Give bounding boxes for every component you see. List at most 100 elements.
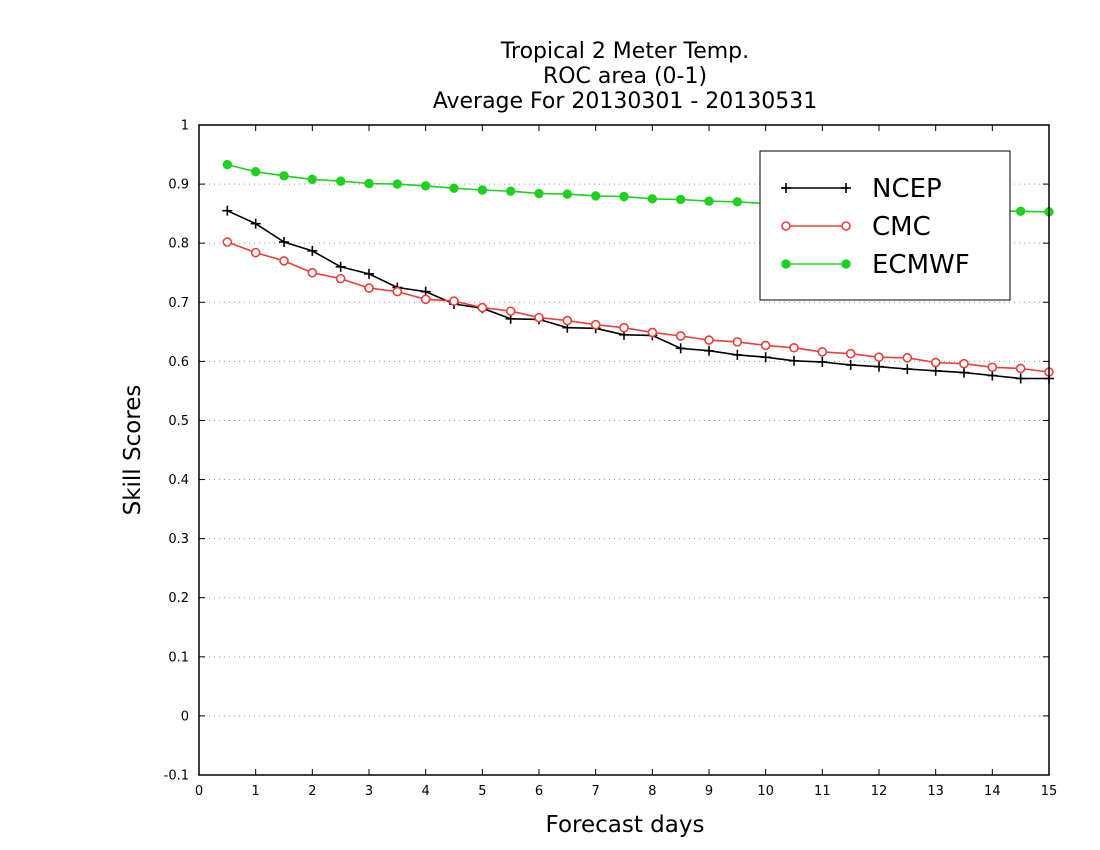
data-point-cmc (420, 294, 431, 305)
data-point-ecmwf (449, 183, 459, 193)
x-tick-label: 1 (252, 784, 260, 799)
legend-marker-ecmwf (781, 259, 791, 269)
data-point-ecmwf (619, 191, 629, 202)
data-point-ecmwf (477, 185, 488, 195)
data-point-ecmwf (647, 194, 658, 204)
legend-marker-cmc (781, 221, 791, 231)
data-point-cmc (392, 286, 403, 297)
chart-title-line-2: ROC area (0-1) (543, 64, 707, 89)
x-tick-label: 2 (308, 784, 316, 799)
legend-marker-ecmwf (841, 259, 851, 269)
data-point-cmc (477, 302, 488, 313)
data-point-ecmwf (364, 178, 374, 189)
x-tick-label: 14 (984, 784, 1001, 799)
data-point-ncep (1015, 373, 1026, 384)
data-point-ecmwf (392, 179, 403, 189)
chart-title-line-3: Average For 20130301 - 20130531 (433, 89, 818, 114)
data-point-cmc (335, 273, 346, 284)
data-point-cmc (902, 353, 913, 363)
x-tick-label: 10 (757, 784, 774, 799)
x-tick-label: 6 (535, 784, 543, 799)
data-point-ncep (732, 349, 743, 360)
data-point-cmc (307, 267, 318, 278)
data-point-ncep (987, 370, 998, 381)
data-point-ecmwf (732, 197, 743, 207)
y-tick-label: 0 (181, 709, 189, 724)
legend-label-ecmwf: ECMWF (872, 250, 970, 280)
y-tick-label: 1 (181, 119, 189, 134)
data-point-cmc (590, 319, 601, 330)
data-point-cmc (789, 342, 799, 353)
data-point-cmc (534, 312, 544, 323)
x-tick-label: 4 (422, 784, 430, 799)
data-point-ecmwf (420, 181, 431, 191)
data-point-ecmwf (590, 191, 601, 201)
y-tick-label: 0.6 (168, 355, 189, 370)
y-tick-label: 0.7 (168, 296, 189, 311)
legend-item-ecmwf: ECMWF (781, 250, 970, 280)
data-point-ecmwf (222, 159, 233, 170)
data-point-cmc (817, 347, 828, 357)
x-tick-label: 11 (814, 784, 831, 799)
data-point-cmc (675, 331, 686, 341)
data-point-ncep (364, 268, 374, 279)
data-point-cmc (647, 327, 658, 338)
data-point-cmc (250, 247, 261, 258)
legend-item-cmc: CMC (781, 212, 931, 242)
data-point-cmc (987, 362, 998, 373)
legend: NCEP CMC ECMWF (759, 150, 1011, 301)
x-axis-label: Forecast days (546, 812, 705, 838)
data-point-cmc (930, 357, 941, 368)
x-tick-label: 15 (1041, 784, 1058, 799)
x-tick-label: 13 (927, 784, 944, 799)
data-point-ecmwf (562, 189, 573, 199)
data-point-ecmwf (534, 188, 544, 199)
x-tick-label: 8 (648, 784, 656, 799)
y-tick-label: 0.9 (168, 178, 189, 193)
series-cmc (222, 237, 1054, 377)
y-tick-label: -0.1 (164, 769, 189, 784)
data-point-ncep (959, 367, 969, 378)
x-tick-label: 9 (705, 784, 713, 799)
x-tick-label: 0 (195, 784, 203, 799)
x-tick-label: 7 (592, 784, 600, 799)
data-point-cmc (449, 296, 459, 306)
data-point-cmc (760, 340, 771, 351)
legend-label-ncep: NCEP (872, 174, 942, 204)
data-point-cmc (1015, 363, 1026, 374)
data-point-ecmwf (675, 194, 686, 205)
data-point-ncep (307, 245, 318, 256)
data-point-cmc (364, 283, 374, 293)
data-point-ecmwf (279, 171, 289, 181)
data-point-cmc (562, 315, 573, 326)
data-point-ncep (845, 359, 856, 370)
data-point-ecmwf (250, 166, 261, 177)
y-tick-label: 0.3 (168, 532, 189, 547)
data-point-ncep (902, 364, 913, 375)
x-tick-label: 5 (478, 784, 486, 799)
data-point-ncep (874, 361, 884, 372)
legend-marker-cmc (841, 221, 851, 231)
y-axis-label: Skill Scores (120, 385, 146, 516)
y-tick-label: 0.2 (168, 591, 189, 606)
legend-item-ncep: NCEP (781, 174, 942, 204)
data-point-ncep (817, 356, 828, 367)
data-point-ncep (279, 237, 289, 247)
grid-lines (199, 183, 1049, 717)
data-point-ecmwf (1015, 206, 1026, 216)
legend-marker-ncep (781, 183, 791, 193)
y-tick-label: 0.5 (168, 414, 189, 429)
data-point-ncep (760, 352, 771, 363)
data-point-ecmwf (335, 176, 346, 186)
data-point-ecmwf (505, 186, 516, 196)
data-point-cmc (959, 358, 969, 369)
data-point-ncep (704, 345, 714, 356)
data-point-cmc (279, 256, 289, 266)
data-point-cmc (619, 322, 629, 333)
axis-ticks: -0.100.10.20.30.40.50.60.70.80.910 1 2 3 4 5 6… (164, 119, 1058, 800)
data-point-ncep (222, 205, 233, 216)
x-tick-label: 12 (871, 784, 888, 799)
plot-frame (198, 124, 1050, 776)
legend-label-cmc: CMC (872, 212, 931, 242)
